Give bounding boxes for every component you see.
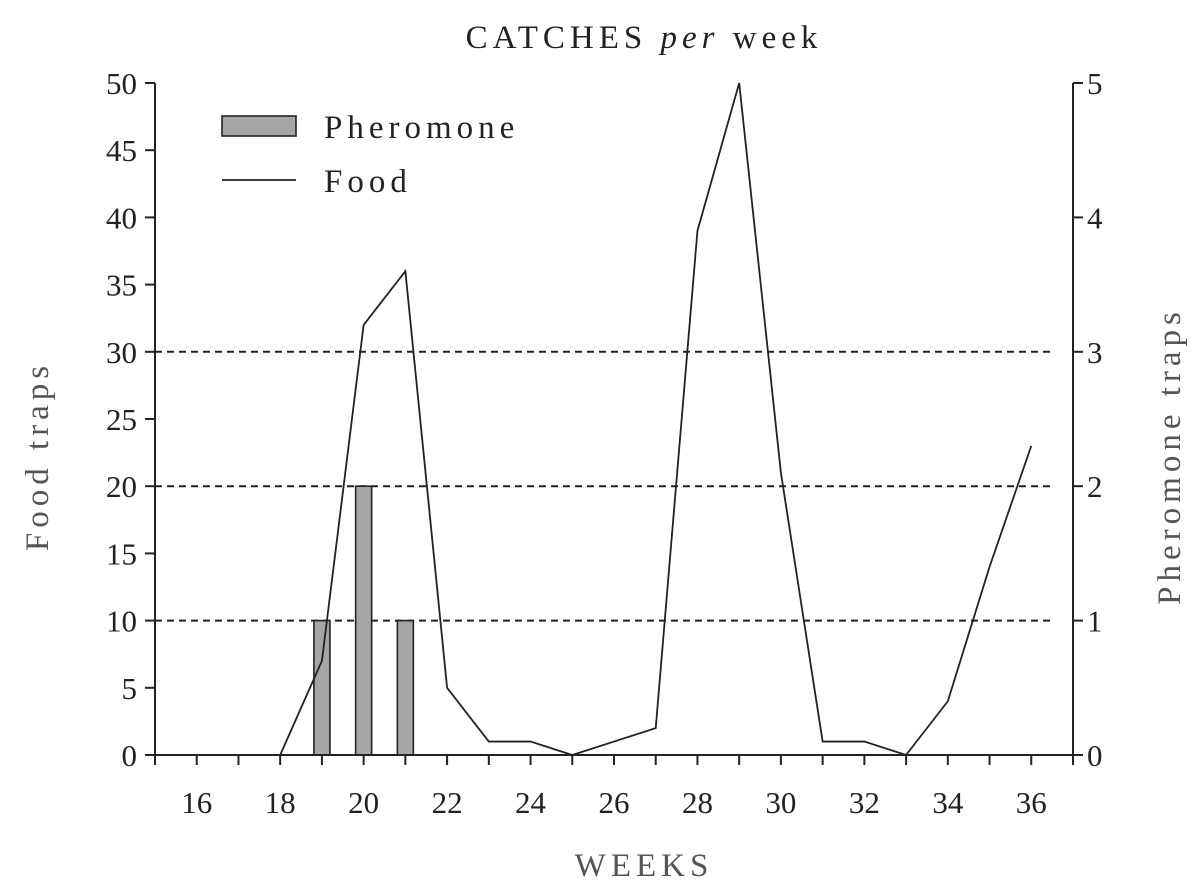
- bar-pheromone-week-19: [313, 619, 331, 756]
- x-tick-label-18: 18: [265, 785, 296, 820]
- y-left-tick-label-30: 30: [106, 335, 137, 370]
- x-tick-label-20: 20: [348, 785, 379, 820]
- chart-title-italic: per: [659, 20, 720, 56]
- y-left-tick-label-25: 25: [106, 402, 137, 437]
- reference-lines: [155, 350, 1051, 622]
- x-tick-label-24: 24: [515, 785, 547, 820]
- y-right-tick-label-5: 5: [1087, 66, 1103, 101]
- x-tick-label-28: 28: [682, 785, 713, 820]
- x-axis-title: WEEKS: [575, 848, 714, 884]
- x-tick-label-34: 34: [932, 785, 964, 820]
- x-tick-label-22: 22: [432, 785, 463, 820]
- y-right-tick-label-2: 2: [1087, 469, 1103, 504]
- y-right-tick-label-3: 3: [1087, 335, 1103, 370]
- legend-label-pheromone: Pheromone: [324, 110, 519, 146]
- x-tick-label-16: 16: [181, 785, 212, 820]
- y-left-tick-label-20: 20: [106, 469, 137, 504]
- y-right-tick-label-1: 1: [1087, 604, 1103, 639]
- y-left-tick-label-45: 45: [106, 133, 137, 168]
- y-right-tick-label-4: 4: [1087, 200, 1103, 235]
- chart-title: CATCHES per week: [466, 20, 823, 56]
- x-tick-label-36: 36: [1016, 785, 1047, 820]
- y-left-tick-label-40: 40: [106, 200, 137, 235]
- y-axis-right-title: Pheromone traps: [1152, 307, 1188, 605]
- legend: Pheromone Food: [221, 110, 519, 200]
- y-left-tick-label-15: 15: [106, 536, 137, 571]
- legend-label-food: Food: [324, 164, 412, 200]
- bar-pheromone-week-20: [354, 485, 373, 756]
- y-left-tick-label-50: 50: [106, 66, 137, 101]
- x-tick-label-30: 30: [765, 785, 796, 820]
- y-axis-left-title: Food traps: [20, 361, 56, 551]
- chart-title-prefix: CATCHES: [466, 20, 661, 56]
- y-left-tick-label-35: 35: [106, 268, 137, 303]
- x-tick-label-26: 26: [599, 785, 630, 820]
- y-left-tick-label-10: 10: [106, 604, 137, 639]
- legend-swatch-pheromone: [221, 115, 297, 137]
- bar-pheromone-week-21: [396, 619, 415, 756]
- chart-title-suffix: week: [720, 20, 823, 56]
- x-tick-label-32: 32: [849, 785, 880, 820]
- y-right-tick-label-0: 0: [1087, 738, 1103, 773]
- y-left-tick-label-5: 5: [122, 671, 138, 706]
- pheromone-bars: [313, 485, 415, 756]
- y-left-tick-label-0: 0: [122, 738, 138, 773]
